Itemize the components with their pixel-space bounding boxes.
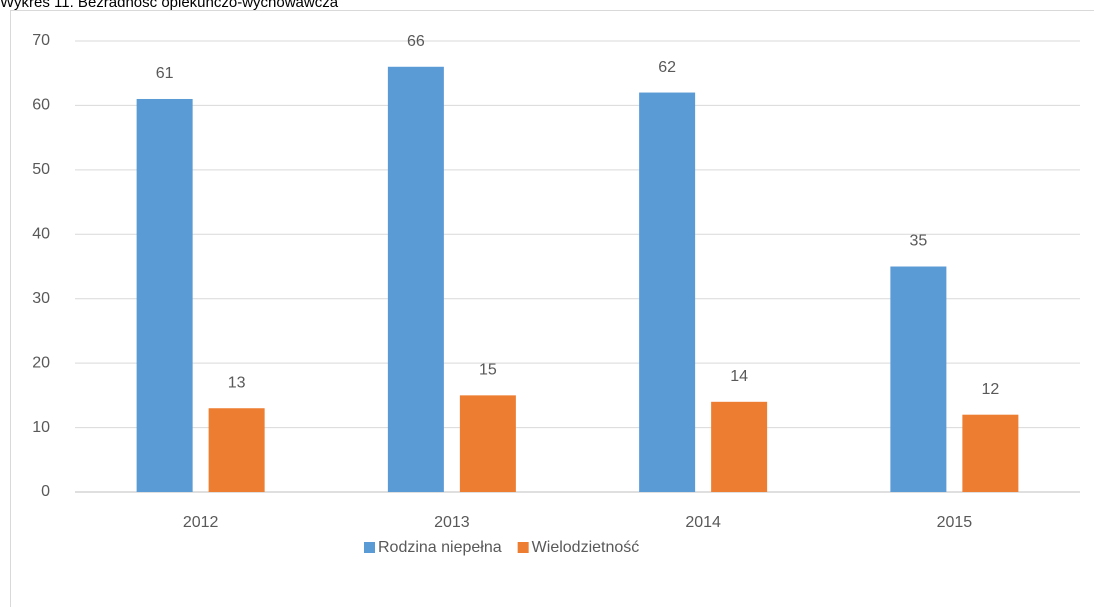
bar bbox=[962, 414, 1019, 492]
bar bbox=[136, 98, 193, 492]
legend-label: Wielodzietność bbox=[532, 539, 640, 556]
data-label: 61 bbox=[156, 65, 174, 82]
data-label: 15 bbox=[479, 362, 497, 379]
data-label: 14 bbox=[730, 368, 748, 385]
data-label: 12 bbox=[981, 381, 999, 398]
data-label: 13 bbox=[228, 374, 246, 391]
chart-title: Wykres 11. Bezradność opiekuńczo-wychowa… bbox=[0, 0, 339, 11]
y-tick-label: 10 bbox=[32, 419, 50, 436]
legend-label: Rodzina niepełna bbox=[378, 539, 502, 556]
y-tick-label: 0 bbox=[41, 483, 50, 500]
bar bbox=[639, 92, 696, 493]
bar bbox=[208, 408, 265, 492]
x-tick-label: 2014 bbox=[685, 514, 721, 531]
data-label: 35 bbox=[909, 233, 927, 250]
x-tick-label: 2013 bbox=[434, 514, 470, 531]
bar bbox=[459, 395, 516, 492]
y-tick-label: 50 bbox=[32, 161, 50, 178]
y-tick-label: 60 bbox=[32, 97, 50, 114]
chart-border bbox=[10, 10, 1094, 607]
data-label: 66 bbox=[407, 33, 425, 50]
data-label: 62 bbox=[658, 59, 676, 76]
bar bbox=[387, 66, 444, 493]
y-tick-label: 40 bbox=[32, 226, 50, 243]
legend-swatch bbox=[517, 542, 529, 553]
y-tick-label: 30 bbox=[32, 290, 50, 307]
bar bbox=[711, 401, 768, 492]
y-tick-label: 20 bbox=[32, 354, 50, 371]
x-tick-label: 2012 bbox=[183, 514, 219, 531]
legend-swatch bbox=[364, 542, 375, 553]
bar bbox=[890, 266, 947, 492]
x-tick-label: 2015 bbox=[937, 514, 973, 531]
y-tick-label: 70 bbox=[32, 32, 50, 49]
